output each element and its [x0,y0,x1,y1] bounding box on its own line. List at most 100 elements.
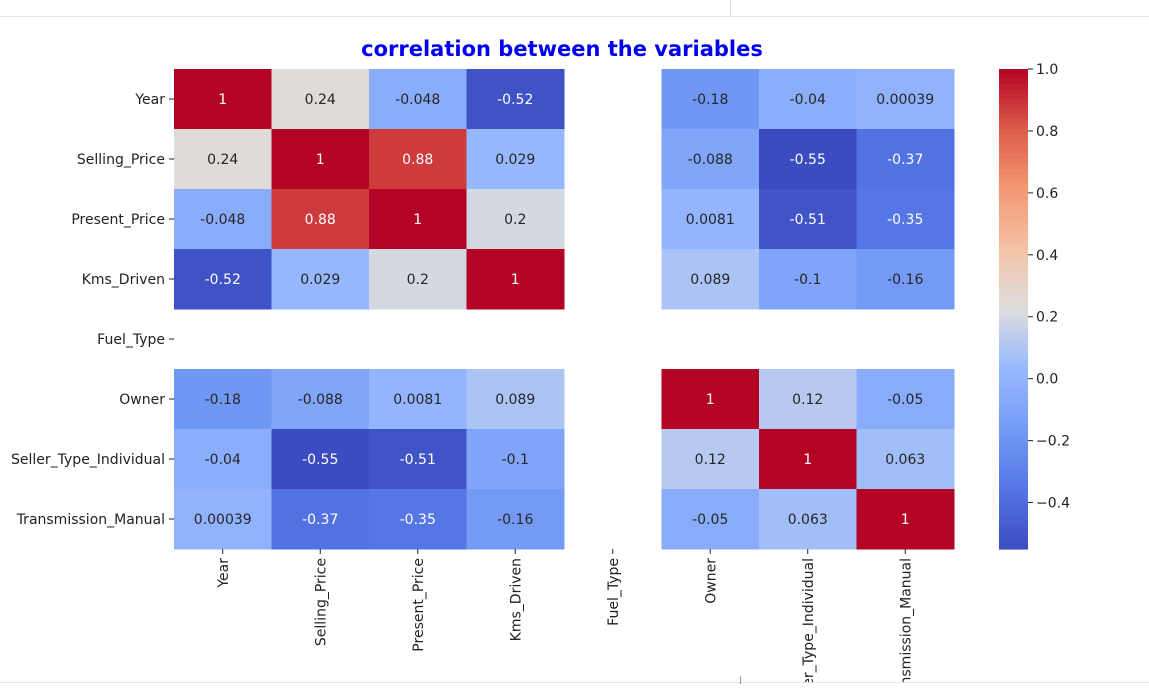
colorbar-segment [999,129,1028,135]
y-axis-ticks: Year Selling_Price Present_Price Kms_Driven… [11,92,174,528]
colorbar-segment [999,514,1028,520]
colorbar-segment [999,489,1028,495]
colorbar-segment [999,234,1028,240]
cell-annotation: -0.18 [205,392,241,408]
colorbar-segment [999,469,1028,475]
cell-annotations: 1 0.24 -0.048 -0.52 -0.18 -0.04 0.00039 0.24 1 0.… [194,92,934,528]
frame-bottom-divider [740,676,741,684]
heatmap-cells [174,69,955,550]
y-tick-label: Selling_Price [77,152,165,168]
cell-annotation: 0.00039 [194,512,252,528]
y-tick-label: Kms_Driven [82,272,165,288]
x-tick-label: Year [216,558,232,589]
heatmap-cell [369,189,467,250]
colorbar-segment [999,509,1028,515]
x-tick-label: Transmission_Manual [898,558,914,696]
cell-annotation: 0.88 [402,152,433,168]
heatmap-cell [856,69,955,130]
colorbar-segment [999,344,1028,350]
colorbar-segment [999,539,1028,545]
colorbar-segment [999,309,1028,315]
cell-annotation: 0.029 [300,272,340,288]
heatmap-cell [466,489,565,550]
y-tick-label: Seller_Type_Individual [11,452,165,468]
colorbar-segment [999,439,1028,445]
colorbar-tick-label: 0.0 [1036,372,1058,388]
cell-annotation: 1 [218,92,227,108]
heatmap-cell [174,489,272,550]
colorbar-segment [999,394,1028,400]
frame-top-border [0,16,1149,17]
heatmap-cell [466,429,565,490]
cell-annotation: 1 [706,392,715,408]
cell-annotation: 0.88 [305,212,336,228]
colorbar-segment [999,269,1028,275]
colorbar-segment [999,164,1028,170]
colorbar-segment [999,369,1028,375]
frame-bottom-border [0,682,1149,683]
heatmap-cell [174,429,272,490]
colorbar-segment [999,209,1028,215]
cell-annotation: -0.088 [298,392,343,408]
x-axis-ticks: Year Selling_Price Present_Price Kms_Driven… [216,549,914,696]
cell-annotation: -0.088 [688,152,733,168]
heatmap-cell [661,489,760,550]
colorbar-segment [999,459,1028,465]
colorbar-segment [999,404,1028,410]
colorbar-segment [999,364,1028,370]
y-tick-label: Present_Price [71,212,165,228]
cell-annotation: -0.51 [790,212,826,228]
colorbar-segment [999,169,1028,175]
colorbar-tick-label: 0.2 [1036,310,1058,326]
heatmap-cell [759,249,857,310]
colorbar-tick-label: −0.2 [1036,434,1070,450]
colorbar-segment [999,249,1028,255]
cell-annotation: 0.12 [695,452,726,468]
colorbar-segment [999,464,1028,470]
colorbar-segment [999,184,1028,190]
colorbar-segment [999,384,1028,390]
colorbar-segment [999,524,1028,530]
heatmap-cell [271,429,370,490]
heatmap-cell [856,189,955,250]
colorbar-segment [999,99,1028,105]
cell-annotation: -0.048 [200,212,245,228]
y-tick-label: Owner [119,392,165,408]
colorbar-segment [999,354,1028,360]
colorbar-segment [999,134,1028,140]
y-tick-label: Transmission_Manual [16,512,165,528]
heatmap-cell [661,429,760,490]
colorbar-segment [999,199,1028,205]
colorbar-segment [999,214,1028,220]
colorbar-segment [999,204,1028,210]
cell-annotation: 1 [316,152,325,168]
colorbar-segment [999,244,1028,250]
colorbar-segment [999,219,1028,225]
colorbar-segment [999,74,1028,80]
cell-annotation: -0.05 [692,512,728,528]
heatmap-cell [661,129,760,190]
colorbar-tick-label: 0.4 [1036,248,1058,264]
cell-annotation: -0.16 [497,512,533,528]
x-tick-label: Seller_Type_Individual [801,558,817,696]
colorbar-segment [999,324,1028,330]
colorbar-segment [999,519,1028,525]
colorbar-segment [999,124,1028,130]
heatmap-cell [174,249,272,310]
x-tick-label: Selling_Price [313,558,329,646]
colorbar-segment [999,534,1028,540]
cell-annotation: -0.52 [497,92,533,108]
colorbar: 1.0 0.8 0.6 0.4 0.2 0.0 −0.2 −0.4 [999,62,1070,550]
cell-annotation: 0.00039 [876,92,934,108]
heatmap-cell [661,189,760,250]
heatmap-cell [466,369,565,430]
heatmap-cell [759,489,857,550]
colorbar-segment [999,499,1028,505]
colorbar-segment [999,179,1028,185]
colorbar-segment [999,284,1028,290]
colorbar-segment [999,94,1028,100]
cell-annotation: -0.18 [692,92,728,108]
heatmap-cell [271,129,370,190]
heatmap-cell [466,249,565,310]
